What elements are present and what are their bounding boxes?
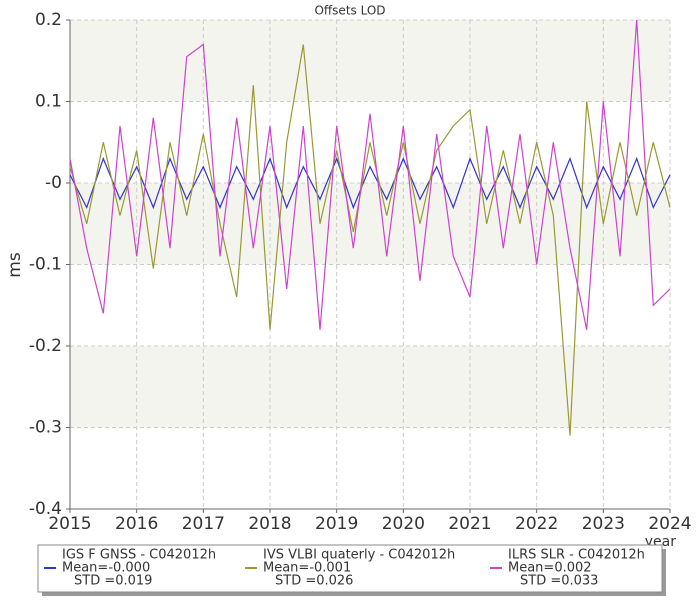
y-tick-label: 0.1: [35, 92, 62, 112]
y-tick-label: -0: [45, 173, 62, 193]
y-tick-label: 0.2: [35, 10, 62, 30]
x-tick-label: 2022: [515, 514, 558, 534]
x-tick-label: 2021: [448, 514, 491, 534]
x-tick-label: 2019: [315, 514, 358, 534]
plot-band: [70, 346, 670, 428]
series-line: [69, 19, 671, 330]
plot-band: [70, 427, 670, 509]
legend-label: ILRS SLR - C042012h: [508, 548, 645, 563]
plot-band: [70, 20, 670, 102]
series-line: [69, 44, 671, 436]
legend-std: STD =0.026: [275, 574, 353, 589]
legend-std: STD =0.033: [520, 574, 598, 589]
x-tick-label: 2020: [382, 514, 425, 534]
legend-label: IGS F GNSS - C042012h: [62, 548, 216, 563]
y-tick-label: -0.4: [29, 499, 62, 519]
y-tick-label: -0.2: [29, 336, 62, 356]
x-tick-label: 2016: [115, 514, 158, 534]
plot-band: [70, 264, 670, 346]
y-tick-label: -0.3: [29, 418, 62, 438]
y-tick-label: -0.1: [29, 255, 62, 275]
legend-std: STD =0.019: [74, 574, 152, 589]
legend-mean: Mean=-0.000: [62, 561, 150, 576]
chart-title: Offsets LOD: [314, 4, 385, 18]
x-tick-label: 2023: [582, 514, 625, 534]
y-axis-label: ms: [5, 252, 25, 278]
legend-box: [37, 544, 663, 593]
x-tick-label: 2018: [248, 514, 291, 534]
x-tick-label: 2017: [182, 514, 225, 534]
legend-mean: Mean=-0.001: [263, 561, 351, 576]
x-tick-label: 2015: [48, 514, 91, 534]
series-line: [69, 156, 671, 210]
x-tick-label: 2024: [648, 514, 691, 534]
legend-mean: Mean=0.002: [508, 561, 592, 576]
legend-label: IVS VLBI quaterly - C042012h: [263, 548, 455, 563]
